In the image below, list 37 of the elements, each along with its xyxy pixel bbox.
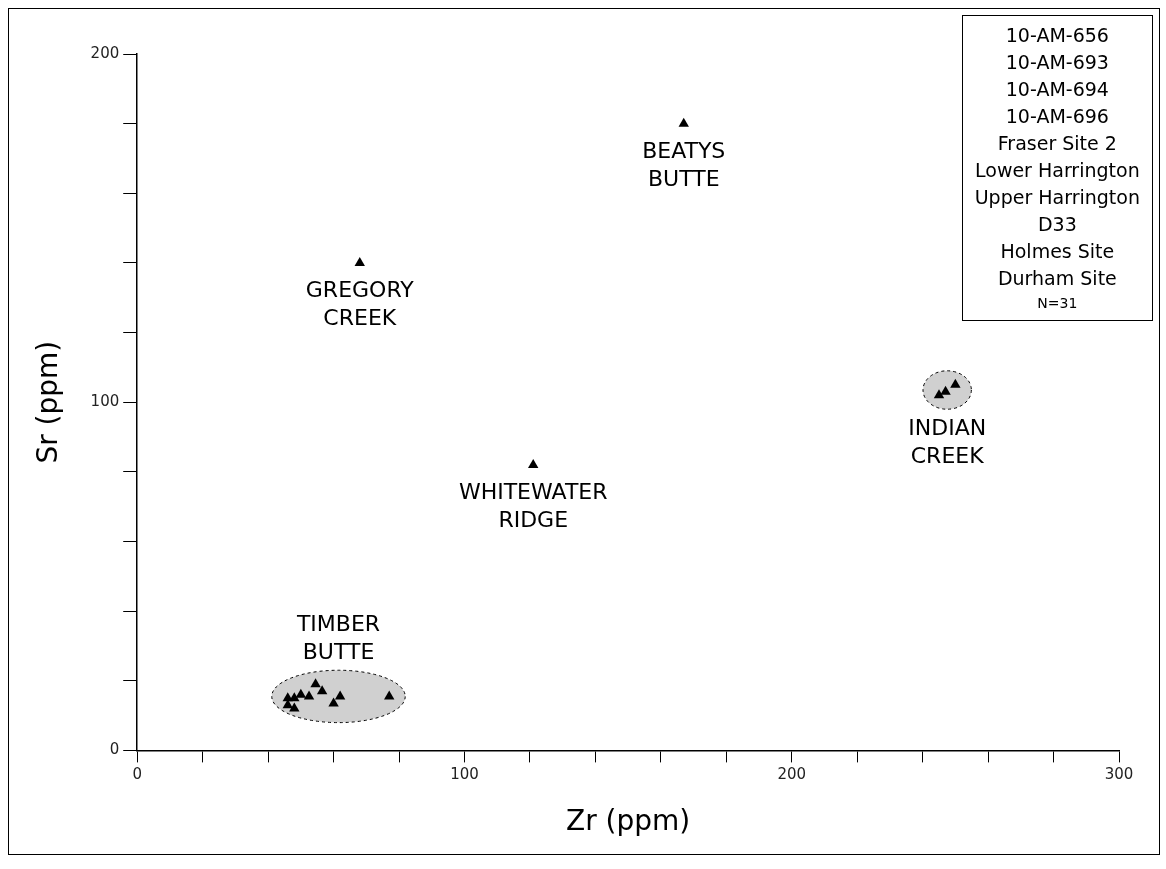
x-tick-label: 100 [450, 765, 479, 784]
point [316, 685, 328, 695]
series-label: TIMBER BUTTE [295, 611, 381, 665]
annotation: 10-AM-696 [1004, 104, 1110, 129]
series-label: WHITEWATER RIDGE [458, 478, 608, 532]
point [310, 678, 321, 688]
series-label: BEATYS BUTTE [642, 137, 726, 191]
point [950, 378, 961, 388]
point [289, 702, 300, 712]
point [354, 256, 365, 266]
x-axis-title: Zr (ppm) [565, 804, 691, 838]
annotation: Upper Harrington [974, 185, 1140, 210]
y-axis-title: Sr (ppm) [31, 340, 65, 464]
annotation: Lower Harrington [974, 158, 1140, 183]
x-tick-label: 300 [1104, 765, 1134, 784]
point [678, 117, 689, 127]
annotation: Durham Site [996, 266, 1118, 291]
y-tick-label: 100 [90, 392, 120, 411]
point [295, 688, 307, 698]
series-label: INDIAN CREEK [908, 415, 987, 469]
annotation: Fraser Site 2 [996, 131, 1118, 156]
annotation: Holmes Site [999, 239, 1116, 264]
x-tick-label: 200 [777, 765, 807, 784]
point [303, 690, 315, 700]
annotation: N=31 [1036, 294, 1079, 313]
annotation: 10-AM-694 [1004, 77, 1110, 102]
series-label: GREGORY CREEK [305, 276, 415, 330]
point [289, 692, 300, 702]
x-tick-label: 0 [132, 765, 142, 784]
y-tick-label: 200 [90, 43, 120, 62]
y-tick-label: 0 [109, 740, 120, 759]
annotation: 10-AM-693 [1004, 50, 1110, 75]
text: 10-AM-656 [1004, 23, 1110, 48]
annotation: D33 [1036, 212, 1078, 237]
point [328, 697, 339, 707]
point [528, 458, 539, 468]
point [940, 385, 951, 395]
